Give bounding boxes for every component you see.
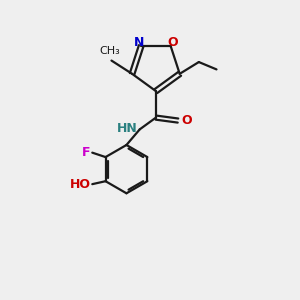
Text: HO: HO xyxy=(70,178,91,191)
Text: O: O xyxy=(182,114,192,127)
Text: O: O xyxy=(168,36,178,49)
Text: HN: HN xyxy=(117,122,137,135)
Text: F: F xyxy=(82,146,91,159)
Text: CH₃: CH₃ xyxy=(100,46,120,56)
Text: N: N xyxy=(134,36,144,49)
